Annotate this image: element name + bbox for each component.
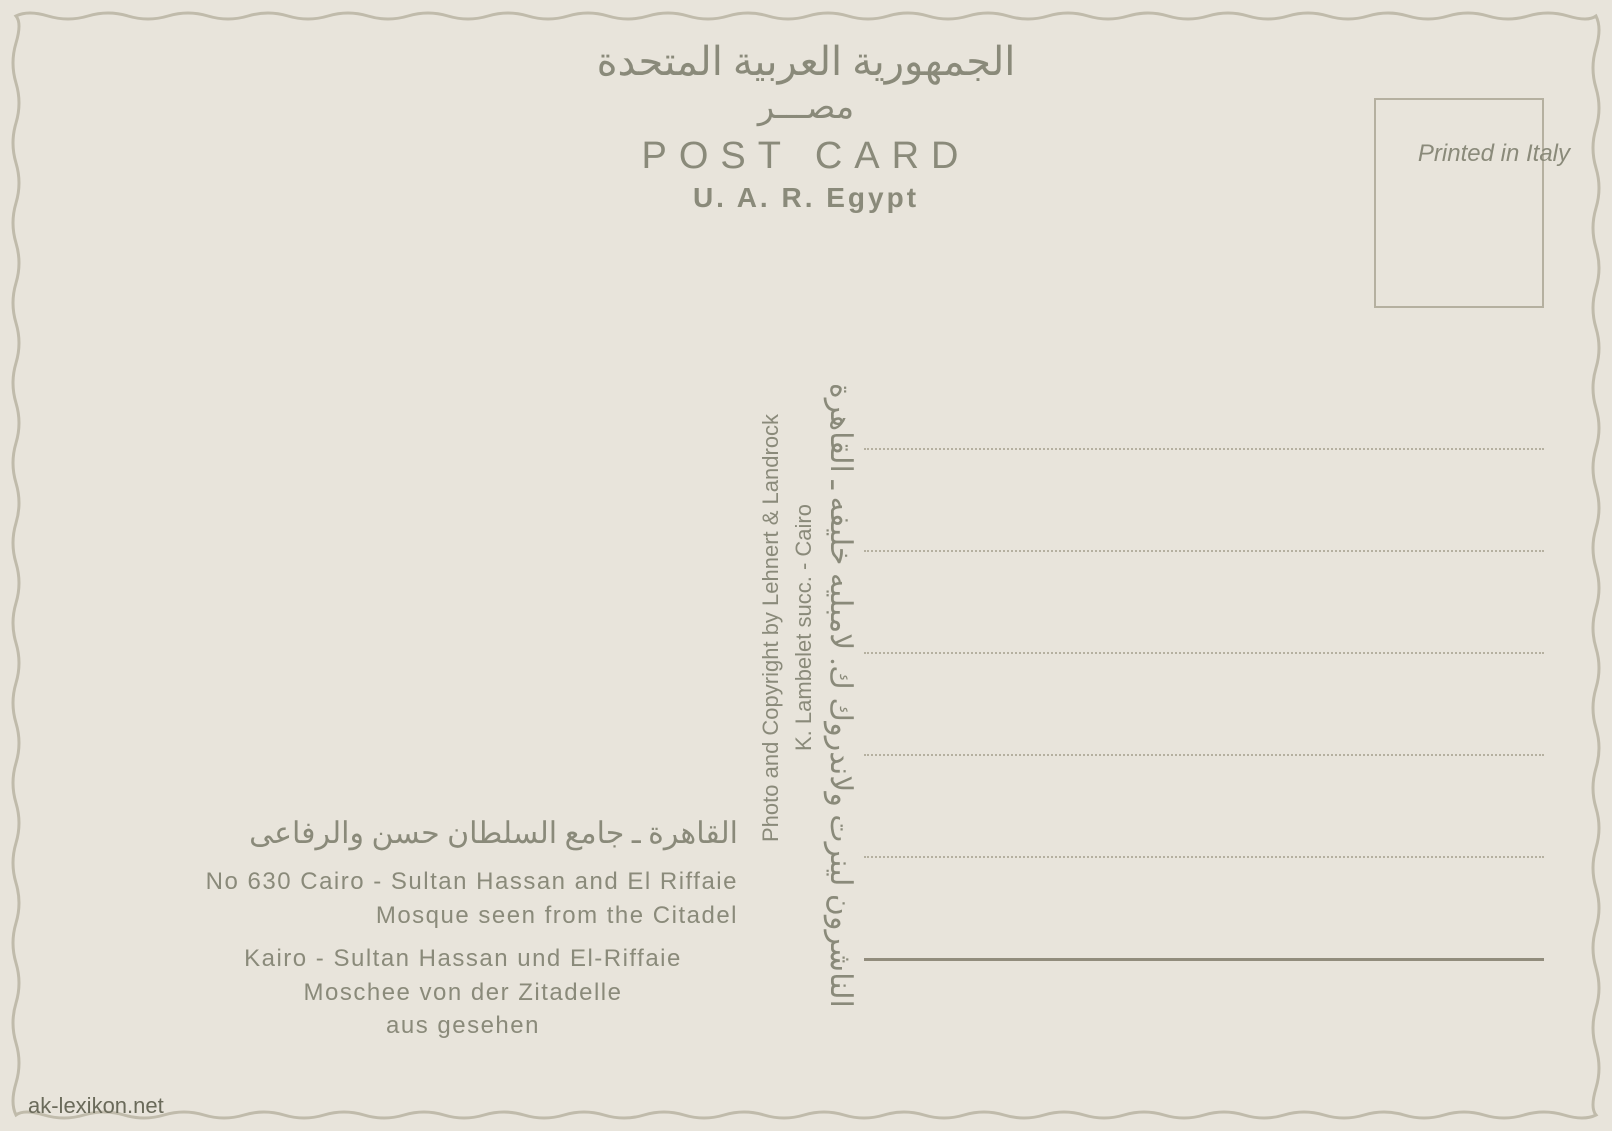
caption-german-line2: Moschee von der Zitadelle xyxy=(304,979,623,1006)
address-lines-area xyxy=(864,448,1544,1061)
address-line xyxy=(864,448,1544,450)
printed-in-italy-label: Printed in Italy xyxy=(1418,140,1570,168)
caption-german-line1: Kairo - Sultan Hassan und El-Riffaie xyxy=(244,945,682,972)
address-line xyxy=(864,652,1544,654)
copyright-line1: Photo and Copyright by Lehnert & Landroc… xyxy=(758,414,783,842)
publisher-english-vertical: Photo and Copyright by Lehnert & Landroc… xyxy=(754,248,820,1008)
postcard-back: الجمهورية العربية المتحدة مصـــر POST CA… xyxy=(8,8,1604,1123)
caption-english-line2: Mosque seen from the Citadel xyxy=(376,902,738,929)
publisher-arabic-vertical: الناشرون لينرت ولاندروك ك. لامبليه خليفه… xyxy=(822,188,858,1008)
postcard-title: POST CARD xyxy=(8,135,1604,178)
watermark: ak-lexikon.net xyxy=(28,1093,164,1119)
address-line xyxy=(864,550,1544,552)
arabic-header-line1: الجمهورية العربية المتحدة xyxy=(8,38,1604,85)
caption-english: No 630 Cairo - Sultan Hassan and El Riff… xyxy=(88,865,738,932)
caption-area: القاهرة ـ جامع السلطان حسن والرفاعى No 6… xyxy=(88,816,738,1043)
caption-german: Kairo - Sultan Hassan und El-Riffaie Mos… xyxy=(88,942,738,1043)
arabic-header-line2: مصـــر xyxy=(8,87,1604,127)
caption-number: No 630 Cairo - Sultan Hassan and El Riff… xyxy=(206,868,738,895)
center-divider: الناشرون لينرت ولاندروك ك. لامبليه خليفه… xyxy=(754,188,874,1008)
address-line-solid xyxy=(864,958,1544,961)
stamp-box: Printed in Italy xyxy=(1374,98,1544,308)
caption-arabic: القاهرة ـ جامع السلطان حسن والرفاعى xyxy=(88,816,738,851)
copyright-line2: K. Lambelet succ. - Cairo xyxy=(791,505,816,752)
caption-german-line3: aus gesehen xyxy=(386,1012,540,1039)
address-line xyxy=(864,856,1544,858)
address-line xyxy=(864,754,1544,756)
